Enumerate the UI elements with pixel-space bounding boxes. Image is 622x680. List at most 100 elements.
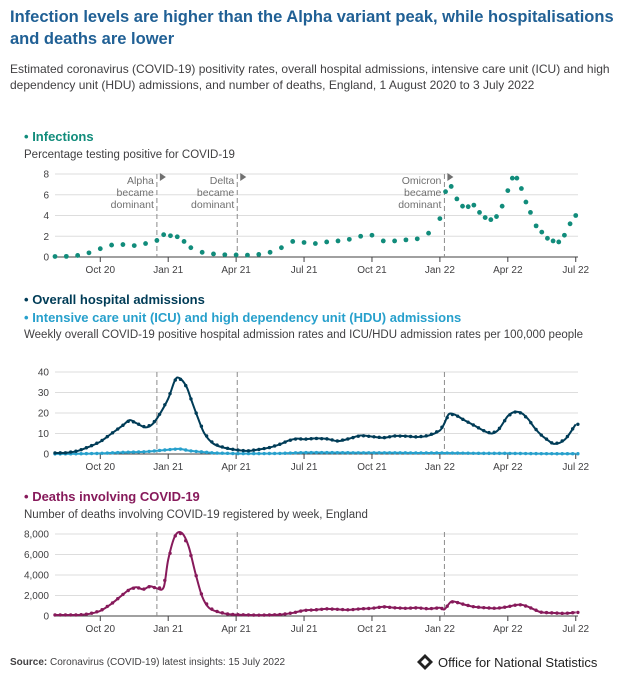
admissions-point [346,437,350,441]
icu-point [231,451,235,456]
variant-annotation-label: became [197,187,235,199]
y-tick-label: 2,000 [24,591,49,602]
infections-bullet: • [24,129,29,144]
icu-point [105,451,109,455]
icu-point [152,449,157,453]
admissions-point [534,427,538,432]
deaths-heading: • Deaths involving COVID-19 [24,489,200,504]
infection-point [448,184,454,189]
x-tick-label: Jan 21 [153,624,183,635]
icu-point [424,451,428,455]
icu-point [340,451,345,455]
deaths-point [351,607,355,612]
admissions-point [487,430,491,435]
icu-point [257,451,261,456]
deaths-point [241,613,245,617]
icu-point [272,451,277,456]
admissions-point [529,421,533,425]
admissions-point [194,411,198,415]
deaths-point [455,600,460,605]
source-label: Source: [10,657,48,668]
icu-point [565,451,570,456]
admissions-point [356,434,360,438]
icu-point [204,450,209,455]
deaths-point [518,603,523,607]
icu-point [502,451,507,456]
infection-point [109,242,115,248]
admissions-point [267,445,272,450]
deaths-point [450,600,455,604]
infection-point [143,241,148,246]
admissions-point [236,448,240,452]
admissions-point [445,415,449,420]
admissions-point [387,435,392,439]
admissions-point [105,434,109,439]
deaths-point [508,604,512,609]
admissions-point [257,447,261,452]
admissions-point [231,447,235,451]
admissions-point [492,430,496,434]
deaths-point [340,607,345,612]
x-tick-label: Oct 21 [357,624,387,635]
x-tick-label: Oct 20 [86,462,116,473]
deaths-point [403,606,408,610]
infection-point [494,214,499,219]
infection-point [346,236,352,242]
icu-point [513,451,517,456]
admissions-point [555,441,559,445]
deaths-point [278,612,282,617]
infection-point [567,221,573,227]
admissions-heading: • Overall hospital admissions [24,292,205,307]
icu-point [309,450,313,455]
admissions-point [199,424,204,428]
deaths-point [68,613,73,617]
icu-point [304,450,308,455]
infections-chart: 0 2 4 6 8 Oct 20 Jan 21 Apr 21 Jul 21 Oct 21 Jan 2… [43,170,589,277]
y-tick-label: 8 [43,170,49,181]
infection-point [545,235,550,241]
y-tick-label: 20 [38,409,50,420]
admissions-point [377,435,381,440]
admissions-title: Overall hospital admissions [32,292,205,307]
icu-point [293,451,298,455]
source-text: Coronavirus (COVID-19) latest insights: … [50,657,286,668]
infection-point [488,217,494,223]
infection-point [245,252,250,258]
deaths-point [257,613,261,617]
deaths-point [513,603,517,607]
admissions-bullet: • [24,292,29,307]
infection-point [161,232,167,238]
x-tick-label: Oct 21 [357,265,387,276]
admissions-point [89,443,94,448]
admissions-point [565,434,570,439]
deaths-point [560,611,564,616]
deaths-point [377,605,381,610]
deaths-point [126,588,130,593]
infection-point [499,203,505,209]
icu-point [398,451,402,455]
infection-point [120,242,126,247]
infection-point [256,252,262,257]
deaths-point [382,605,387,609]
admissions-point [147,424,151,428]
admissions-point [508,413,512,417]
deaths-point [168,551,172,555]
y-tick-label: 30 [38,388,50,399]
icu-point [492,451,496,456]
admissions-point [100,438,104,443]
deaths-point [487,606,491,610]
footer-source: Source: Coronavirus (COVID-19) latest in… [10,657,285,668]
infection-point [454,196,460,202]
admissions-point [204,434,209,438]
admissions-point [74,449,78,453]
admissions-point [450,412,455,417]
admissions-point [393,434,397,438]
infection-point [528,209,533,215]
infection-point [392,238,398,244]
deaths-point [204,602,209,606]
deaths-title: Deaths involving COVID-19 [32,489,200,504]
infection-point [279,245,284,251]
admissions-point [131,420,136,424]
icu-point [74,452,78,456]
icu-point [455,451,460,455]
